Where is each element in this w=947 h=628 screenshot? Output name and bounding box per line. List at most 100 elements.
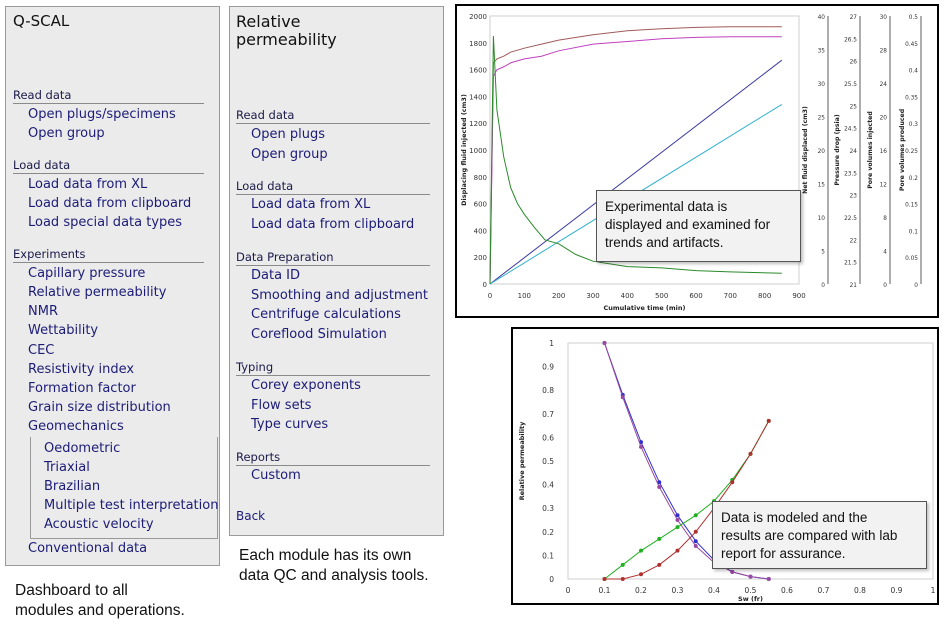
menu-type-curves[interactable]: Type curves [251,417,329,432]
series-line-2 [604,342,769,580]
right-axis-tick-label: 26.5 [844,37,857,43]
menu-open-group[interactable]: Open group [28,126,105,141]
y-tick-label: 0.4 [542,481,554,490]
section-header-data-preparation: Data Preparation [236,250,430,266]
right-axis-tick-label: 22.5 [844,216,857,222]
right-axis-tick-label: 23 [850,194,858,200]
y-tick-label: 0.3 [542,504,554,513]
x-tick-label: 0.7 [818,586,830,595]
data-point [602,341,607,345]
menu-multiple-test-interpretation[interactable]: Multiple test interpretation [44,498,219,513]
menu-load-data-from-clipboard[interactable]: Load data from clipboard [251,217,415,232]
right-axis-tick-label: 22 [850,238,858,244]
x-tick-label: 900 [792,292,805,300]
menu-load-data-from-xl[interactable]: Load data from XL [251,197,371,212]
menu-relative-permeability[interactable]: Relative permeability [28,285,167,300]
y-tick-label: 2000 [469,13,487,21]
x-tick-label: 0.2 [635,586,647,595]
y-tick-label: 1200 [469,120,487,128]
data-point [675,548,680,553]
menu-capillary-pressure[interactable]: Capillary pressure [28,266,146,281]
menu-load-data-from-xl[interactable]: Load data from XL [28,177,148,192]
y-tick-label: 0 [483,281,487,289]
experimental-data-chart-frame: 0 100 200 300 400 500 600 700 800 900 0 200 400 600 80… [455,4,939,318]
menu-load-data-from-clipboard[interactable]: Load data from clipboard [28,196,192,211]
menu-oedometric[interactable]: Oedometric [44,441,121,456]
data-point [675,525,680,530]
right-axis-tick-label: 0 [883,283,887,289]
plot-area [567,342,934,580]
dashboard-caption: Dashboard to all modules and operations. [15,582,185,619]
right-axis-tick-label: 0.45 [905,42,918,48]
data-point [639,572,643,577]
y-axis-label: Relative permeability [518,421,526,501]
menu-triaxial[interactable]: Triaxial [44,460,90,475]
data-point [766,577,771,581]
x-tick-label: 0.6 [781,586,793,595]
data-point [693,513,698,518]
menu-formation-factor[interactable]: Formation factor [28,381,136,396]
y-tick-label: 0.6 [542,433,554,442]
menu-geomechanics[interactable]: Geomechanics [28,419,124,434]
y-tick-label: 0 [549,575,554,584]
right-axis-tick-label: 0.3 [909,122,919,128]
menu-centrifuge-calculations[interactable]: Centrifuge calculations [251,307,401,322]
right-axis-tick-label: 0 [821,283,825,289]
right-axis-tick-label: 10 [818,216,826,222]
section-header-load-data: Load data [13,158,204,174]
right-axis-tick-label: 20 [818,149,826,155]
series-line-3 [489,59,783,285]
experimental-data-chart: 0 100 200 300 400 500 600 700 800 900020040060080… [460,13,922,312]
menu-wettability[interactable]: Wettability [28,323,99,338]
right-axis-tick-label: 24 [850,149,858,155]
module-title-line1: Relative [236,12,301,31]
right-axis-tick-label: 0.4 [909,69,919,75]
menu-open-plugs[interactable]: Open plugs [251,127,325,142]
series-line-5 [489,36,782,285]
menu-cec[interactable]: CEC [28,343,55,358]
data-point [675,513,680,518]
menu-conventional-data[interactable]: Conventional data [28,541,148,556]
menu-data-id[interactable]: Data ID [251,268,301,283]
y-axis-label: Displacing fluid injected (cm3) [460,94,468,206]
data-point [620,562,625,567]
relperm-model-chart: 0 0.1 0.2 0.3 0.4 0.5 0.6 0.7 0.8 0.9 1 0 0.1 0.2 0.3 0… [518,339,936,603]
right-axis-tick-label: 30 [880,15,888,21]
menu-resistivity-index[interactable]: Resistivity index [28,362,135,377]
right-axis-tick-label: 30 [818,82,826,88]
menu-open-plugs-specimens[interactable]: Open plugs/specimens [28,107,176,122]
y-tick-label: 600 [474,201,487,209]
menu-flow-sets[interactable]: Flow sets [251,398,312,413]
section-header-read-data: Read data [236,108,430,124]
right-axis-tick-label: 35 [818,49,826,55]
back-link[interactable]: Back [236,509,266,523]
geomechanics-group-bracket [30,437,218,539]
x-tick-label: 0.8 [854,586,866,595]
y-tick-label: 0.9 [542,363,554,372]
menu-brazilian[interactable]: Brazilian [44,479,101,494]
menu-custom[interactable]: Custom [251,468,301,483]
menu-corey-exponents[interactable]: Corey exponents [251,378,361,393]
menu-open-group[interactable]: Open group [251,147,328,162]
y-tick-label: 0.8 [542,386,554,395]
menu-nmr[interactable]: NMR [28,304,58,319]
y-tick-label: 1800 [469,40,487,48]
right-axis-tick-label: 25 [850,104,858,110]
x-tick-label: 500 [655,292,668,300]
data-point [693,529,698,534]
data-point [620,577,625,581]
right-axis-tick-label: 4 [883,250,887,256]
menu-smoothing-and-adjustment[interactable]: Smoothing and adjustment [251,288,428,303]
y-tick-label: 1 [549,339,554,348]
menu-coreflood-simulation[interactable]: Coreflood Simulation [251,327,387,342]
right-axis-tick-label: 8 [883,216,887,222]
menu-load-special-data-types[interactable]: Load special data types [28,215,183,230]
y-tick-label: 1600 [469,67,487,75]
right-axis-tick-label: 0.25 [905,149,918,155]
menu-acoustic-velocity[interactable]: Acoustic velocity [44,517,154,532]
data-point [693,543,698,548]
menu-grain-size-distribution[interactable]: Grain size distribution [28,400,171,415]
data-point [620,395,625,400]
plot-area [489,15,800,285]
y-tick-label: 0.5 [542,457,554,466]
